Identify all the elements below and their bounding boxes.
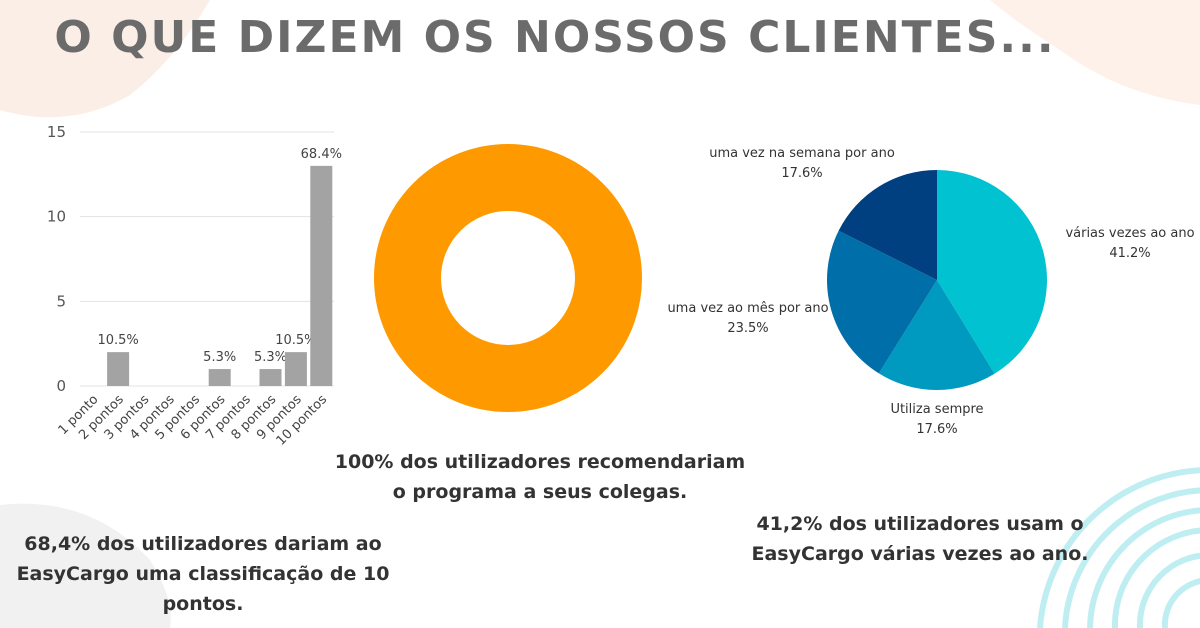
cyan-arcs-bottom-right xyxy=(1037,467,1200,628)
y-tick-label: 15 xyxy=(47,123,66,141)
pie-slice-label: várias vezes ao ano xyxy=(1065,226,1194,241)
pie-slice xyxy=(838,170,937,280)
page-title: O QUE DIZEM OS NOSSOS CLIENTES... xyxy=(54,12,1056,63)
bar xyxy=(259,369,282,386)
pie-slice-percent: 23.5% xyxy=(727,321,768,336)
peach-blob-top-left xyxy=(0,0,210,118)
pie-slice-label: uma vez ao mês por ano xyxy=(667,301,828,316)
pie-caption: 41,2% dos utilizadores usam o EasyCargo … xyxy=(720,509,1120,569)
pie-caption-line: 41,2% dos utilizadores usam o xyxy=(756,513,1084,535)
bar-caption-line: EasyCargo uma classificação de 10 xyxy=(16,563,390,585)
y-tick-label: 10 xyxy=(47,208,66,226)
pie-slice-label: uma vez na semana por ano xyxy=(709,146,895,161)
pie-slice-label: Utiliza sempre xyxy=(890,402,983,417)
pie-slice-percent: 17.6% xyxy=(781,166,822,181)
y-tick-label: 0 xyxy=(56,377,66,395)
bar xyxy=(310,165,333,386)
pie-chart: várias vezes ao ano 41.2% Utiliza sempre 17… xyxy=(667,146,1194,437)
bar-data-label: 68.4% xyxy=(301,147,342,162)
bar-data-label: 10.5% xyxy=(275,333,316,348)
bar-data-label: 5.3% xyxy=(203,350,236,365)
donut-caption: 100% dos utilizadores recomendariam o pr… xyxy=(330,447,750,507)
bar xyxy=(107,352,130,386)
grey-blob-bottom-left xyxy=(0,503,171,628)
bar xyxy=(208,369,231,386)
pie-slice-percent: 17.6% xyxy=(916,422,957,437)
y-tick-label: 5 xyxy=(56,292,66,310)
pie-slice xyxy=(878,280,995,390)
pie-slice xyxy=(937,170,1047,374)
peach-blob-top-right xyxy=(990,0,1200,105)
bar-caption-line: pontos. xyxy=(162,593,244,615)
pie-slice-percent: 41.2% xyxy=(1109,246,1150,261)
bar-data-label: 5.3% xyxy=(254,350,287,365)
bar-caption: 68,4% dos utilizadores dariam ao EasyCar… xyxy=(0,529,406,619)
donut-caption-line: o programa a seus colegas. xyxy=(392,481,688,503)
bar xyxy=(284,352,307,386)
bar-caption-line: 68,4% dos utilizadores dariam ao xyxy=(24,533,382,555)
pie-caption-line: EasyCargo várias vezes ao ano. xyxy=(751,543,1089,565)
donut-chart xyxy=(374,144,642,412)
bar-data-label: 10.5% xyxy=(97,333,138,348)
donut-segment xyxy=(374,144,642,412)
pie-slice xyxy=(827,230,937,374)
donut-caption-line: 100% dos utilizadores recomendariam xyxy=(334,451,746,473)
